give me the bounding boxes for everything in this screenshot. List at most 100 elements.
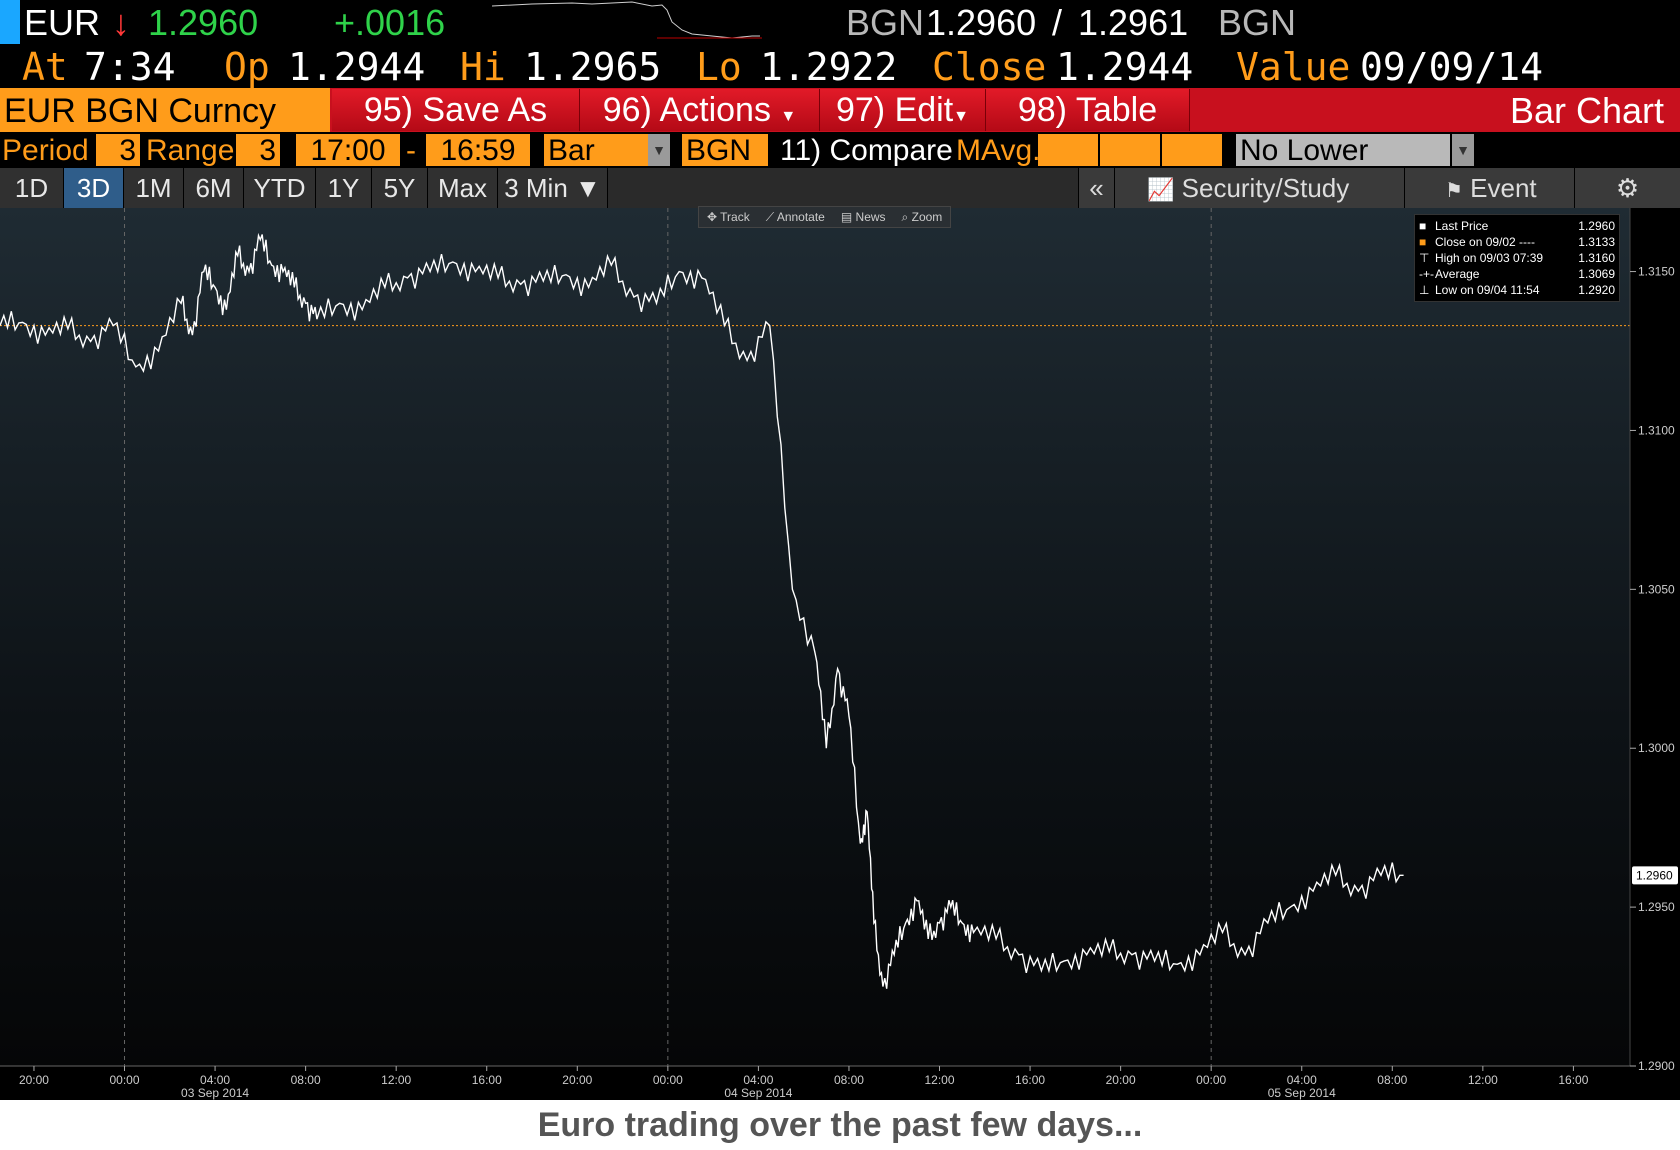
- tab-1d[interactable]: 1D: [0, 168, 64, 208]
- low-label: Lo: [696, 45, 742, 89]
- legend-value: 1.2920: [1578, 283, 1615, 297]
- tab-6m[interactable]: 6M: [184, 168, 244, 208]
- tab-3min[interactable]: 3 Min ▼: [498, 168, 608, 208]
- x-axis-band: [0, 1066, 1630, 1100]
- compare-button[interactable]: 11) Compare: [780, 134, 953, 167]
- zoom-tool[interactable]: ⌕ Zoom: [901, 210, 943, 224]
- flag-icon: ⚑: [1445, 180, 1463, 202]
- x-tick-label: 16:00: [1558, 1073, 1588, 1087]
- ticker: EUR: [24, 2, 101, 43]
- actions-label: 96) Actions: [602, 91, 771, 129]
- y-tick-label: 1.2950: [1638, 900, 1675, 914]
- chart-study-icon: 📈: [1147, 177, 1175, 202]
- lower-chart-select[interactable]: No Lower Chart: [1236, 134, 1450, 201]
- chart-style-select[interactable]: Bar: [544, 134, 648, 167]
- legend-value: 1.3160: [1578, 251, 1615, 265]
- at-label: At: [22, 45, 68, 89]
- annotate-tool[interactable]: ⟋ Annotate: [765, 210, 825, 224]
- news-tool[interactable]: ▤ News: [840, 210, 886, 224]
- x-tick-label: 16:00: [1015, 1073, 1045, 1087]
- track-tool[interactable]: ✥ Track: [707, 210, 750, 224]
- close-value: 1.2944: [1056, 45, 1194, 89]
- end-time-field[interactable]: 16:59: [426, 134, 530, 167]
- period-field[interactable]: 3: [96, 134, 140, 167]
- event-button[interactable]: ⚑ Event: [1404, 168, 1574, 208]
- collapse-button[interactable]: «: [1078, 168, 1114, 208]
- chart-style-dropdown-icon[interactable]: ▼: [648, 134, 670, 166]
- range-dash: -: [406, 134, 416, 167]
- lower-chart-dropdown-icon[interactable]: ▼: [1452, 134, 1474, 166]
- legend-marker-icon: -+-: [1419, 267, 1434, 281]
- legend-marker-icon: ⊥: [1419, 283, 1430, 297]
- news-label: News: [855, 210, 886, 224]
- mavg-field-3[interactable]: [1162, 134, 1222, 166]
- x-tick-label: 12:00: [1468, 1073, 1498, 1087]
- last-price-label: 1.2960: [1636, 868, 1673, 882]
- last-price-box: [1632, 866, 1678, 885]
- quote-line-2: At 7:34 Op 1.2944 Hi 1.2965 Lo 1.2922 Cl…: [0, 46, 1680, 88]
- period-label: Period: [2, 134, 89, 167]
- legend-label: Average: [1435, 267, 1480, 281]
- ask-source: BGN: [1218, 2, 1297, 43]
- function-bar: EUR BGN Curncy 95) Save As 96) Actions ▼…: [0, 88, 1680, 132]
- x-tick-label: 20:00: [19, 1073, 49, 1087]
- x-tick-label: 16:00: [472, 1073, 502, 1087]
- legend-label: Last Price: [1435, 219, 1489, 233]
- chart-legend: ■ Last Price 1.2960 ■ Close on 09/02 ---- 1.3…: [1414, 214, 1620, 302]
- mavg-field-1[interactable]: [1038, 134, 1098, 166]
- price-chart: 1.3150 1.3100 1.3050 1.3000 1.2950 1.2900 1.29…: [0, 208, 1678, 1100]
- open-value: 1.2944: [288, 45, 426, 89]
- settings-bar: Period 3 Range 3 17:00 - 16:59 Bar ▼ BGN…: [0, 132, 1680, 201]
- x-tick-label: 00:00: [653, 1073, 683, 1087]
- tab-3d[interactable]: 3D: [64, 168, 124, 208]
- range-tabs-bar: 1D 3D 1M 6M YTD 1Y 5Y Max 3 Min ▼ « 📈 Security/S…: [0, 168, 1680, 208]
- tab-1y[interactable]: 1Y: [316, 168, 372, 208]
- y-tick-label: 1.3100: [1638, 423, 1675, 437]
- x-tick-label: 04:00: [1287, 1073, 1317, 1087]
- chart-mini-toolbar: ✥ Track ⟋ Annotate ▤ News ⌕ Zoom: [698, 206, 952, 228]
- open-label: Op: [224, 45, 270, 89]
- track-label: Track: [720, 210, 750, 224]
- security-label[interactable]: EUR BGN Curncy: [0, 88, 330, 132]
- figure-caption: Euro trading over the past few days...: [537, 1106, 1143, 1144]
- legend-value: 1.3133: [1578, 235, 1615, 249]
- security-study-button[interactable]: 📈 Security/Study: [1114, 168, 1404, 208]
- save-as-button[interactable]: 95) Save As: [332, 89, 580, 131]
- legend-marker-icon: ■: [1419, 219, 1427, 233]
- value-date: 09/09/14: [1360, 45, 1544, 89]
- bid-price: 1.2960: [926, 2, 1037, 43]
- x-tick-label: 12:00: [381, 1073, 411, 1087]
- x-date-label: 05 Sep 2014: [1268, 1086, 1336, 1100]
- edit-label: 97) Edit: [835, 91, 954, 129]
- range-field[interactable]: 3: [236, 134, 280, 167]
- security-study-label: Security/Study: [1181, 173, 1350, 203]
- low-value: 1.2922: [760, 45, 898, 89]
- tab-1m[interactable]: 1M: [124, 168, 184, 208]
- source-field[interactable]: BGN: [682, 134, 768, 167]
- legend-value: 1.2960: [1578, 219, 1615, 233]
- down-arrow-icon: ↓: [112, 2, 130, 43]
- x-tick-label: 08:00: [291, 1073, 321, 1087]
- value-label: Value: [1236, 45, 1351, 89]
- price-series-line: [0, 232, 1404, 989]
- high-label: Hi: [460, 45, 506, 89]
- edit-button[interactable]: 97) Edit▼: [820, 89, 986, 131]
- tab-ytd[interactable]: YTD: [244, 168, 316, 208]
- x-tick-label: 12:00: [924, 1073, 954, 1087]
- gear-icon[interactable]: ⚙: [1574, 168, 1680, 208]
- x-tick-label: 08:00: [834, 1073, 864, 1087]
- actions-caret-icon: ▼: [780, 108, 797, 125]
- x-tick-label: 08:00: [1377, 1073, 1407, 1087]
- mavg-label: MAvg.: [956, 134, 1041, 167]
- table-button[interactable]: 98) Table: [986, 89, 1190, 131]
- tab-5y[interactable]: 5Y: [372, 168, 428, 208]
- legend-label: Close on 09/02 ----: [1435, 235, 1536, 249]
- legend-row: ⊥ Low on 09/04 11:54 1.2920: [1419, 282, 1615, 298]
- range-label: Range: [146, 134, 235, 167]
- focus-indicator: [0, 0, 20, 44]
- start-time-field[interactable]: 17:00: [296, 134, 400, 167]
- legend-label: Low on 09/04 11:54: [1435, 283, 1540, 297]
- tab-max[interactable]: Max: [428, 168, 498, 208]
- actions-button[interactable]: 96) Actions ▼: [580, 89, 820, 131]
- mavg-field-2[interactable]: [1100, 134, 1160, 166]
